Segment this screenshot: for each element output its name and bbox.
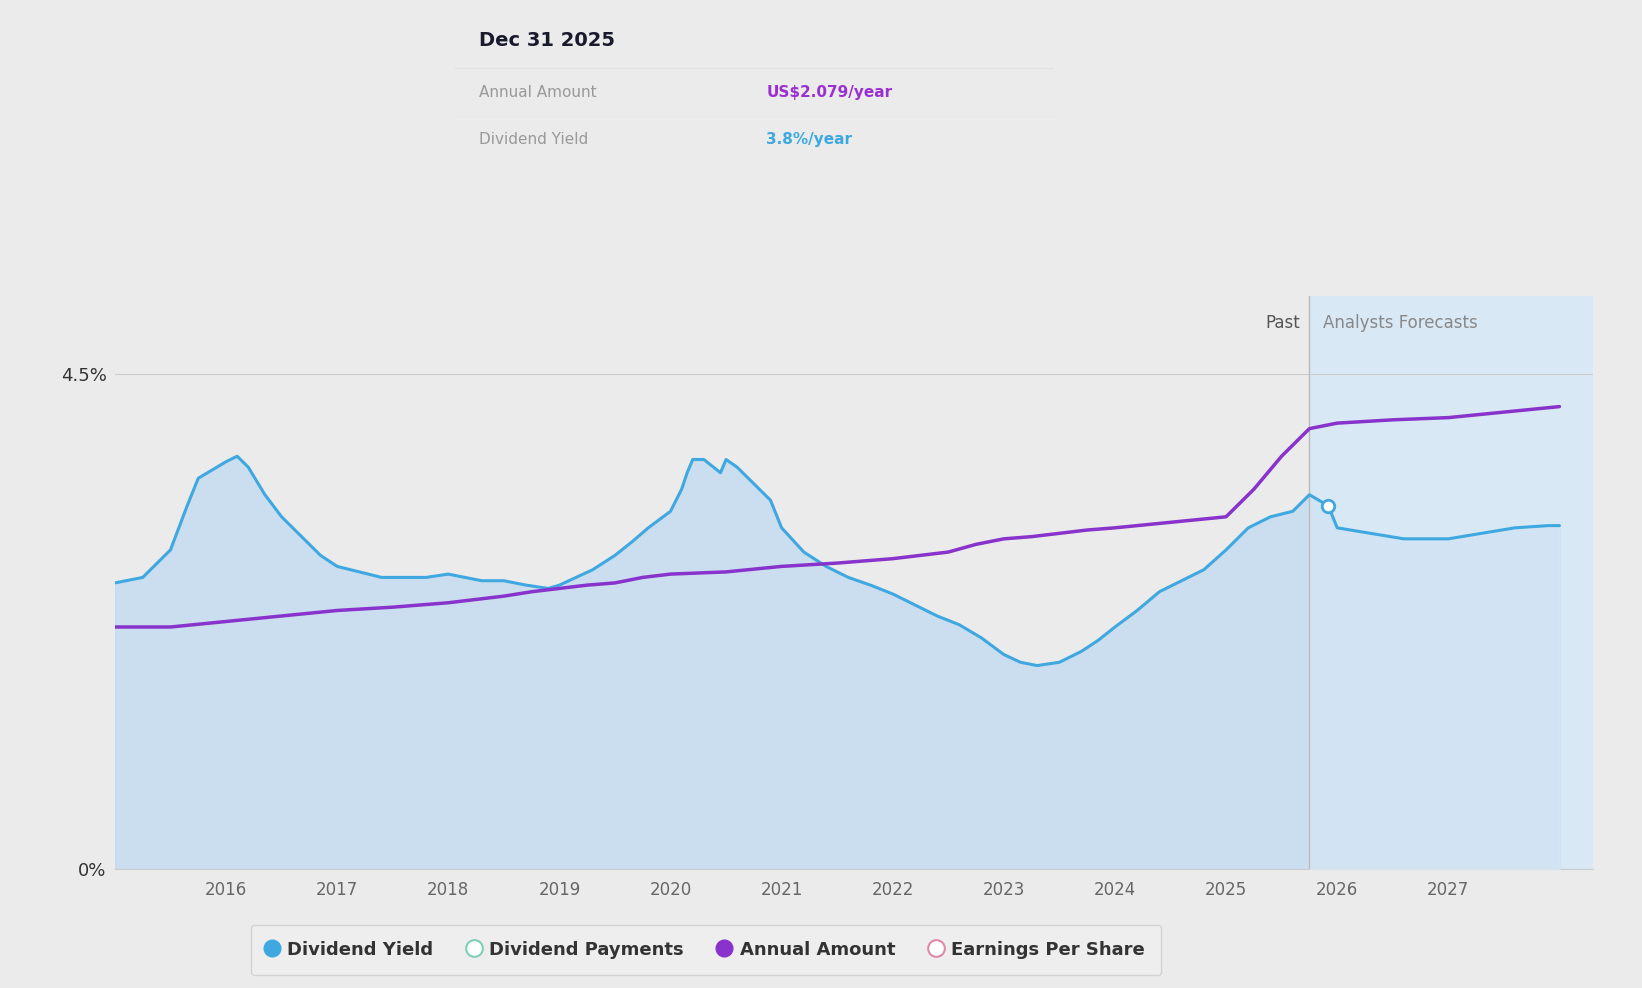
Text: Dividend Yield: Dividend Yield (479, 132, 588, 147)
Legend: Dividend Yield, Dividend Payments, Annual Amount, Earnings Per Share: Dividend Yield, Dividend Payments, Annua… (251, 925, 1161, 975)
Text: Annual Amount: Annual Amount (479, 85, 596, 100)
Text: 3.8%/year: 3.8%/year (767, 132, 852, 147)
Text: Past: Past (1266, 313, 1300, 332)
Text: US$2.079/year: US$2.079/year (767, 85, 893, 100)
Bar (1309, 296, 1593, 869)
Text: Dec 31 2025: Dec 31 2025 (479, 31, 614, 50)
Text: Analysts Forecasts: Analysts Forecasts (1323, 313, 1478, 332)
